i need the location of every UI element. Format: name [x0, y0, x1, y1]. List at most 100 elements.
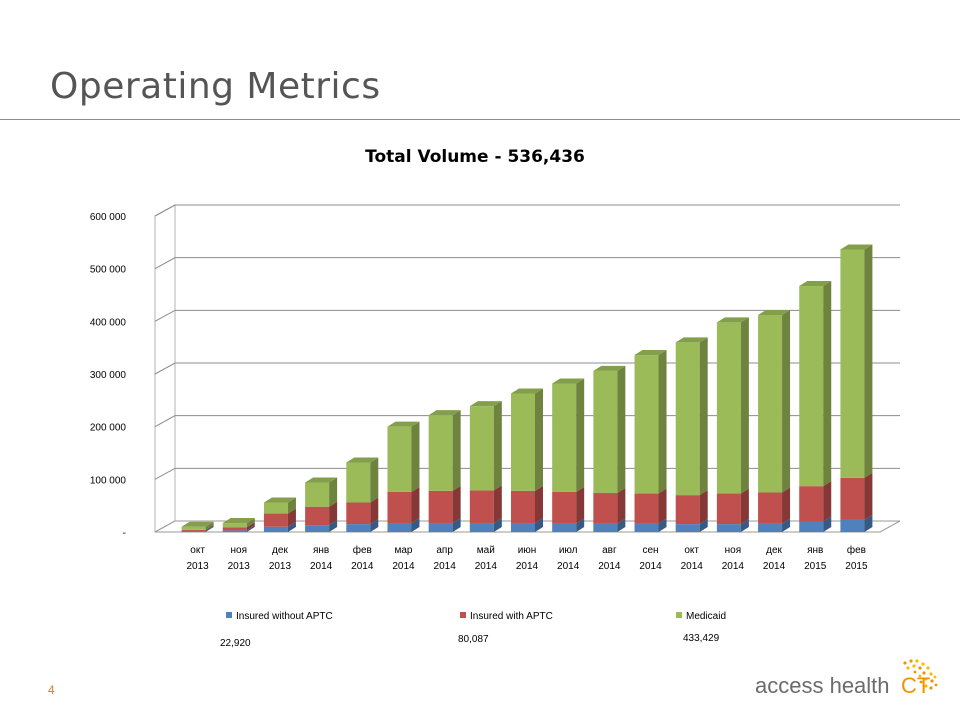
- bar-front: [387, 426, 412, 492]
- bar-front: [593, 523, 618, 532]
- bar-side: [535, 518, 543, 532]
- bar-side: [246, 518, 255, 528]
- x-tick-label: 2014: [516, 561, 539, 572]
- bars: [181, 244, 873, 532]
- bar-front: [799, 521, 824, 532]
- bar-front: [840, 249, 865, 478]
- bar-side: [658, 488, 667, 524]
- x-tick-label: авг: [602, 545, 617, 556]
- bar-side: [699, 519, 708, 532]
- bar-segment: [263, 521, 296, 532]
- x-tick-label: янв: [313, 545, 329, 556]
- bar-front: [428, 490, 453, 524]
- bar-top: [222, 518, 255, 524]
- bar-side: [287, 497, 296, 514]
- x-tick-label: апр: [436, 545, 453, 556]
- bar-segment: [387, 486, 420, 524]
- bar-side: [823, 281, 832, 487]
- x-tick-label: сен: [642, 545, 658, 556]
- bar-front: [552, 383, 577, 492]
- bar-side: [329, 477, 338, 507]
- bar-segment: [387, 421, 420, 492]
- access-health-ct-logo: access health CT: [755, 655, 940, 700]
- bar-side: [535, 388, 543, 491]
- bar-segment: [181, 525, 214, 532]
- bar-front: [387, 523, 412, 532]
- bar-segment: [387, 518, 420, 532]
- sunburst-icon: [903, 659, 938, 690]
- x-axis-ticks: окт 2013 ноя 2013 дек 2013 янв 2014 фев 2014 мар 20…: [186, 544, 868, 572]
- bar-segment: [469, 485, 502, 524]
- bar-side: [699, 337, 708, 496]
- x-tick-label: 2014: [351, 561, 374, 572]
- bar-segment: [511, 518, 543, 532]
- bar-front: [263, 502, 288, 514]
- bar-segment: [346, 519, 379, 532]
- bar-side: [370, 497, 379, 525]
- bar-top: [552, 378, 585, 384]
- bar-top: [758, 310, 791, 316]
- y-tick-label: -: [123, 528, 126, 539]
- bar-side: [370, 457, 379, 503]
- bar-front: [222, 530, 247, 532]
- bar-segment: [428, 485, 461, 524]
- bar-segment: [305, 520, 338, 532]
- legend-label: Medicaid: [686, 611, 726, 622]
- bar-front: [222, 523, 247, 528]
- bar-side: [617, 518, 626, 532]
- x-tick-label: ноя: [725, 545, 742, 556]
- bar-side: [205, 521, 214, 530]
- bar-side: [617, 365, 626, 494]
- chart-title: Total Volume - 536,436: [365, 147, 585, 167]
- bar-segment: [675, 337, 708, 496]
- bar-side: [576, 518, 585, 532]
- bar-front: [758, 492, 783, 524]
- bar-top: [428, 410, 461, 416]
- bar-segment: [593, 488, 626, 524]
- y-axis-ticks: - 100 000 200 000 300 000 400 000 500 000 600 …: [90, 212, 127, 539]
- bar-side: [864, 244, 873, 478]
- page-number: 4: [48, 683, 55, 697]
- bar-side: [740, 519, 749, 532]
- bar-side: [205, 524, 214, 531]
- bar-front: [305, 525, 330, 532]
- bar-front: [305, 506, 330, 526]
- x-tick-label: 2014: [639, 561, 662, 572]
- x-tick-label: 2014: [475, 561, 498, 572]
- bar-side: [823, 481, 832, 522]
- bar-top: [840, 244, 873, 250]
- x-tick-label: май: [477, 545, 495, 556]
- x-tick-label: июн: [518, 545, 537, 556]
- bar-top: [799, 281, 832, 287]
- x-tick-label: янв: [807, 545, 823, 556]
- bar-front: [469, 490, 494, 524]
- x-tick-label: мар: [394, 545, 412, 556]
- bar-front: [675, 524, 700, 532]
- logo-text-suffix: CT: [901, 673, 930, 698]
- bar-front: [428, 415, 453, 491]
- bar-front: [346, 502, 371, 525]
- stacked-bar-chart: Total Volume - 536,436 - 100 000 200 000 30…: [90, 147, 901, 649]
- bar-front: [552, 523, 577, 532]
- bar-side: [740, 488, 749, 525]
- gridline: [154, 257, 900, 270]
- bar-segment: [346, 497, 379, 525]
- bar-segment: [799, 481, 832, 522]
- bar-side: [576, 378, 585, 492]
- bar-side: [740, 317, 749, 494]
- bar-front: [181, 526, 206, 530]
- legend: Insured without APTC 22,920 Insured with A…: [220, 611, 726, 649]
- bar-side: [287, 521, 296, 532]
- bar-front: [675, 495, 700, 525]
- bar-front: [634, 493, 659, 524]
- bar-side: [658, 350, 667, 494]
- bar-segment: [552, 486, 585, 524]
- bar-front: [469, 523, 494, 532]
- bar-side: [411, 486, 420, 524]
- bar-segment: [469, 401, 502, 491]
- bar-segment: [758, 518, 791, 532]
- bar-front: [181, 530, 206, 532]
- bar-side: [411, 421, 420, 492]
- gridline: [154, 309, 900, 322]
- bar-segment: [840, 514, 873, 532]
